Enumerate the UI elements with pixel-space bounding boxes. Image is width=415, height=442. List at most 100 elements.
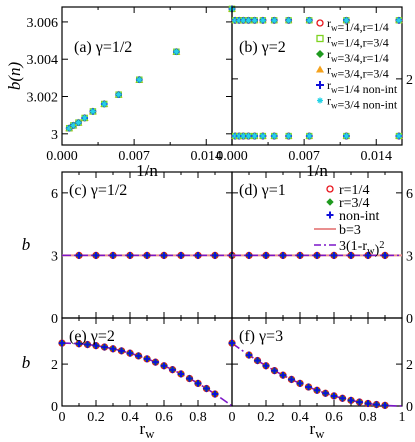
panel-d-ytick-label: 0: [406, 312, 413, 327]
panel-e-xlabel: rw: [140, 419, 156, 441]
panel-b-point: [251, 133, 258, 140]
panel-a-point: [66, 125, 73, 132]
panel-f-point: [330, 392, 338, 400]
panel-f-xtick-label: 0.4: [291, 410, 309, 425]
panel-b-point: [240, 133, 247, 140]
panel-b-point: [271, 133, 278, 140]
panel-f-point: [228, 339, 236, 347]
panel-a-point: [81, 114, 88, 121]
panel-e-xtick-label: 0.6: [155, 410, 173, 425]
panel-c-ytick-label: 6: [51, 187, 58, 202]
panel-a-ytick-label: 3.002: [27, 91, 59, 106]
panel-b-point: [271, 17, 278, 24]
panel-c-point: [194, 252, 202, 259]
panel-e-point: [75, 340, 83, 348]
panel-d-point: [347, 252, 355, 259]
panel-c-point: [75, 252, 83, 259]
panel-b-xlabel: 1/n: [306, 161, 328, 180]
panel-b-legend-label: rw=3/4 non-int: [327, 94, 398, 112]
panel-e-xtick-label: 0.8: [189, 410, 207, 425]
panel-b-points: [231, 16, 403, 140]
panel-b-point: [343, 133, 350, 140]
panel-d-legend-marker: [326, 211, 334, 219]
panel-b-label: (b) γ=2: [239, 39, 286, 56]
panel-b-point: [240, 17, 247, 24]
panel-d-point: [296, 252, 304, 259]
panel-e-xtick-label: 0.2: [87, 410, 105, 425]
panel-e-point: [211, 390, 219, 398]
panel-d-legend-label: r=3/4: [339, 196, 369, 211]
panel-a-xtick-label: 0.000: [46, 149, 78, 164]
panel-b-legend: rw=1/4,r=1/4rw=1/4,r=3/4rw=3/4,r=1/4rw=3…: [316, 16, 398, 112]
panel-e-point: [152, 358, 159, 366]
panel-e-point: [177, 370, 185, 378]
panel-e-point: [58, 339, 66, 347]
panel-e-point: [143, 355, 151, 363]
panel-e-ylabel: b: [22, 353, 31, 372]
panel-a-ylabel: b(n): [5, 62, 24, 91]
panel-f-point: [347, 397, 355, 404]
panel-b-legend-label: rw=1/4,r=3/4: [327, 32, 389, 50]
panel-d-label: (d) γ=1: [239, 182, 286, 199]
panel-b-point: [232, 133, 239, 140]
panel-f-curve: [231, 342, 403, 407]
panel-a-xtick-label: 0.014: [190, 149, 222, 164]
panel-b-point: [285, 133, 292, 140]
panel-f-point: [381, 402, 389, 409]
panel-b-legend-marker: [316, 65, 324, 73]
panel-d-point: [313, 252, 321, 259]
panel-f-points: [228, 339, 403, 410]
panel-d-legend-marker: [326, 198, 334, 206]
panel-f-label: (f) γ=3: [239, 328, 283, 345]
panel-d-point: [262, 252, 270, 259]
panel-e-point: [92, 342, 100, 349]
panel-f-point: [373, 401, 380, 408]
panel-d-legend-label: non-int: [339, 209, 380, 224]
panel-e-ytick-label: 2: [51, 358, 58, 373]
panel-f-point: [313, 386, 321, 394]
panel-f-point: [339, 395, 346, 402]
panel-a-ytick-label: 3.006: [27, 16, 59, 31]
panel-f-point: [271, 367, 278, 374]
panel-a-point: [75, 119, 82, 126]
panel-a-point: [115, 91, 122, 98]
panel-a-points: [65, 4, 236, 132]
panel-b-legend-marker: [316, 34, 324, 43]
panel-d-point: [381, 252, 389, 259]
panel-f-point: [364, 400, 372, 407]
panel-b-legend-marker: [317, 97, 323, 104]
panel-f-xtick-label: 0.6: [325, 410, 343, 425]
panel-a-xlabel: 1/n: [136, 161, 158, 180]
panel-e-xtick-label: 0: [59, 410, 66, 425]
panel-e-point: [109, 345, 117, 353]
panel-b-legend-label: rw=3/4,r=1/4: [327, 47, 389, 65]
panel-a-point: [70, 122, 77, 129]
panel-b-point: [259, 133, 266, 140]
panel-f-xtick-label: 0: [229, 410, 236, 425]
panel-b-frame: [231, 6, 403, 146]
panel-a-ytick-label: 3: [51, 128, 58, 143]
panel-c-ytick-label: 0: [51, 312, 58, 327]
panel-f-point: [279, 371, 287, 379]
panel-b-point: [251, 17, 258, 24]
panel-f-xtick-label: 1: [399, 410, 406, 425]
panel-b-point: [236, 17, 243, 24]
panel-b-legend-label: rw=3/4,r=3/4: [327, 63, 389, 81]
panel-d-ytick-label: 3: [406, 249, 413, 264]
panel-f-point: [322, 389, 329, 397]
panel-a-point: [136, 76, 143, 83]
panel-b-xtick-label: 0.014: [360, 149, 392, 164]
panel-b-point: [245, 133, 252, 140]
panel-b-point: [259, 17, 266, 24]
panel-b-point: [245, 17, 252, 24]
panel-c-point: [160, 252, 168, 259]
panel-b-legend-label: rw=1/4,r=1/4: [327, 16, 389, 34]
panel-e-point: [135, 352, 142, 360]
panel-c-point: [109, 252, 117, 259]
panel-e-point: [101, 343, 108, 351]
panel-b-point: [236, 133, 243, 140]
panel-b-point: [306, 17, 313, 24]
panel-f-point: [254, 357, 261, 364]
